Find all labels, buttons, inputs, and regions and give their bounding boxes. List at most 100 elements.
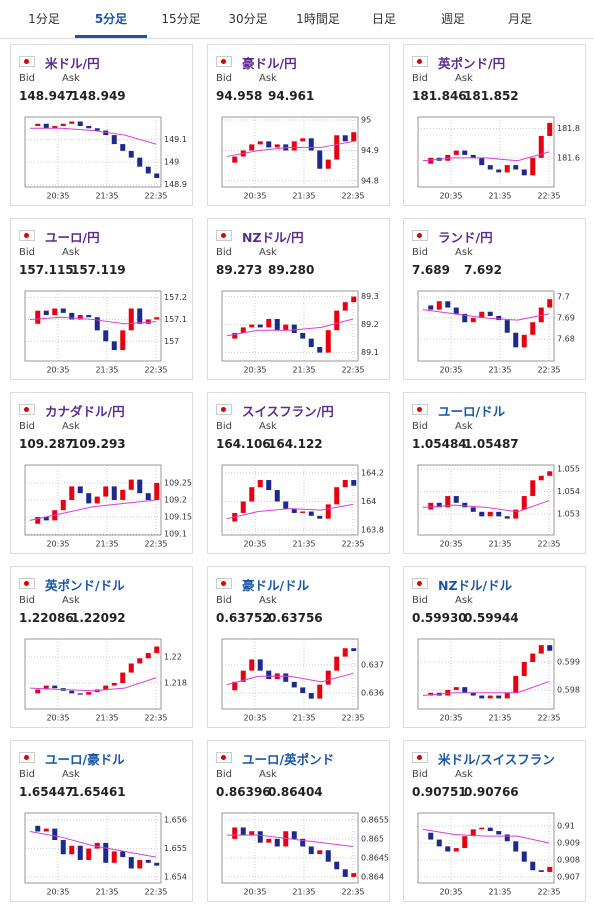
rate-card[interactable]: NZドル/円 Bid Ask 89.273 89.280 20:35 21:35 22:35 8…	[207, 218, 390, 380]
pair-title[interactable]: 英ポンド/ドル	[45, 578, 125, 593]
pair-title[interactable]: ユーロ/豪ドル	[45, 752, 125, 767]
pair-title[interactable]: ユーロ/英ポンド	[242, 752, 335, 767]
candle	[145, 493, 151, 500]
pair-title[interactable]: NZドル/円	[242, 230, 304, 245]
candle	[445, 846, 451, 852]
flag-mark	[24, 581, 29, 586]
y-tick-label: 109.25	[164, 479, 192, 488]
bid-label: Bid	[412, 73, 428, 84]
flag-mark	[417, 755, 422, 760]
ask-label: Ask	[455, 73, 473, 84]
bid-value: 0.90751	[412, 785, 467, 799]
candle	[274, 838, 280, 847]
pair-title[interactable]: ユーロ/ドル	[438, 404, 506, 419]
candle	[266, 838, 272, 843]
candle	[342, 869, 348, 877]
flag-mark	[221, 407, 226, 412]
pair-title[interactable]: 英ポンド/円	[438, 56, 506, 71]
rate-card[interactable]: 英ポンド/円 Bid Ask 181.846 181.852 20:35 21:35 22:3…	[403, 44, 586, 206]
mini-chart: 20:35 21:35 22:35 0.91 0.909 0.908 0.907	[417, 812, 580, 897]
bid-label: Bid	[19, 421, 35, 432]
y-tick-label: 181.6	[557, 153, 580, 162]
tab[interactable]: 30分足	[228, 12, 268, 26]
x-tick-label: 22:35	[144, 888, 167, 897]
candle	[249, 144, 255, 151]
candle	[547, 122, 553, 136]
rate-card[interactable]: 米ドル/円 Bid Ask 148.947 148.949 20:35 21:35 22:35…	[10, 44, 193, 206]
flag-mark	[24, 407, 29, 412]
candle	[513, 675, 519, 693]
candle	[266, 480, 272, 491]
ask-value: 1.05487	[464, 437, 519, 451]
rate-card[interactable]: 米ドル/スイスフラン Bid Ask 0.90751 0.90766 20:35 21:35…	[403, 740, 586, 902]
candle	[428, 502, 434, 510]
candle	[128, 479, 134, 490]
candle	[257, 324, 263, 328]
candle	[428, 832, 434, 840]
y-tick-label: 0.8655	[361, 815, 389, 824]
candle	[325, 850, 331, 862]
candle	[43, 310, 49, 316]
candle	[479, 511, 485, 517]
rate-card[interactable]: ユーロ/円 Bid Ask 157.115 157.119 20:35 21:35 22:35…	[10, 218, 193, 380]
tab[interactable]: 5分足	[94, 12, 128, 26]
rate-card[interactable]: 豪ドル/円 Bid Ask 94.958 94.961 20:35 21:35 22:35 95…	[207, 44, 390, 206]
rate-card[interactable]: ユーロ/ドル Bid Ask 1.05484 1.05487 20:35 21:35 22:3…	[403, 392, 586, 554]
rate-card[interactable]: 英ポンド/ドル Bid Ask 1.22086 1.22092 20:35 21:35 22:…	[10, 566, 193, 728]
bid-label: Bid	[216, 73, 232, 84]
pair-title[interactable]: 米ドル/円	[45, 56, 100, 71]
mini-chart: 20:35 21:35 22:35 1.656 1.655 1.654	[24, 812, 187, 897]
ask-value: 1.65461	[71, 785, 126, 799]
tab[interactable]: 週足	[440, 12, 466, 26]
rate-card[interactable]: ランド/円 Bid Ask 7.689 7.692 20:35 21:35 22:35 7.7 7…	[403, 218, 586, 380]
pair-title[interactable]: 豪ドル/円	[242, 56, 297, 71]
pair-title[interactable]: NZドル/ドル	[438, 578, 513, 593]
mini-chart: 20:35 21:35 22:35 0.8655 0.865 0.8645 0.864	[221, 812, 389, 897]
x-tick-label: 21:35	[488, 888, 511, 897]
rate-card[interactable]: ユーロ/英ポンド Bid Ask 0.86396 0.86404 20:35 21:35 22…	[207, 740, 390, 902]
plot-frame	[221, 638, 359, 710]
bid-label: Bid	[19, 247, 35, 258]
flag-mark	[221, 581, 226, 586]
candle	[103, 685, 109, 690]
x-tick-label: 20:35	[243, 888, 266, 897]
pair-title[interactable]: カナダドル/円	[45, 404, 125, 419]
y-tick-label: 109.2	[164, 496, 187, 505]
y-tick-label: 7.7	[557, 293, 570, 302]
candle	[240, 670, 246, 682]
candle	[317, 150, 323, 169]
candle	[538, 645, 544, 654]
rate-card[interactable]: 豪ドル/ドル Bid Ask 0.63752 0.63756 20:35 21:35 22:3…	[207, 566, 390, 728]
x-tick-label: 21:35	[292, 540, 315, 549]
rate-card[interactable]: NZドル/ドル Bid Ask 0.59930 0.59944 20:35 21:35 22:…	[403, 566, 586, 728]
pair-title[interactable]: 米ドル/スイスフラン	[438, 752, 555, 767]
rate-card[interactable]: カナダドル/円 Bid Ask 109.287 109.293 20:35 21:35 22:…	[10, 392, 193, 554]
mini-chart: 20:35 21:35 22:35 0.599 0.598	[417, 638, 580, 723]
pair-title[interactable]: ユーロ/円	[45, 230, 100, 245]
pair-title[interactable]: スイスフラン/円	[242, 404, 334, 419]
rate-card[interactable]: スイスフラン/円 Bid Ask 164.106 164.122 20:35 21:35 22…	[207, 392, 390, 554]
candle	[308, 138, 314, 151]
tab[interactable]: 15分足	[161, 12, 201, 26]
candle	[504, 165, 510, 173]
tab[interactable]: 月足	[507, 12, 533, 26]
candle	[496, 695, 502, 699]
moving-average	[226, 672, 354, 686]
tab[interactable]: 日足	[371, 12, 397, 26]
moving-average	[29, 316, 157, 325]
mini-chart: 20:35 21:35 22:35 164.2 164 163.8	[221, 464, 384, 549]
tab[interactable]: 1時間足	[296, 12, 340, 26]
plot-frame	[221, 290, 359, 362]
candle	[35, 825, 41, 832]
tab[interactable]: 1分足	[28, 12, 60, 26]
x-tick-label: 20:35	[439, 714, 462, 723]
x-tick-label: 21:35	[95, 888, 118, 897]
y-tick-label: 148.9	[164, 180, 187, 189]
pair-title[interactable]: 豪ドル/ドル	[242, 578, 310, 593]
rate-card[interactable]: ユーロ/豪ドル Bid Ask 1.65447 1.65461 20:35 21:35 22:…	[10, 740, 193, 902]
moving-average	[422, 309, 550, 321]
candle	[428, 692, 434, 696]
candle	[128, 663, 134, 673]
pair-title[interactable]: ランド/円	[438, 230, 493, 245]
candle	[69, 486, 75, 500]
